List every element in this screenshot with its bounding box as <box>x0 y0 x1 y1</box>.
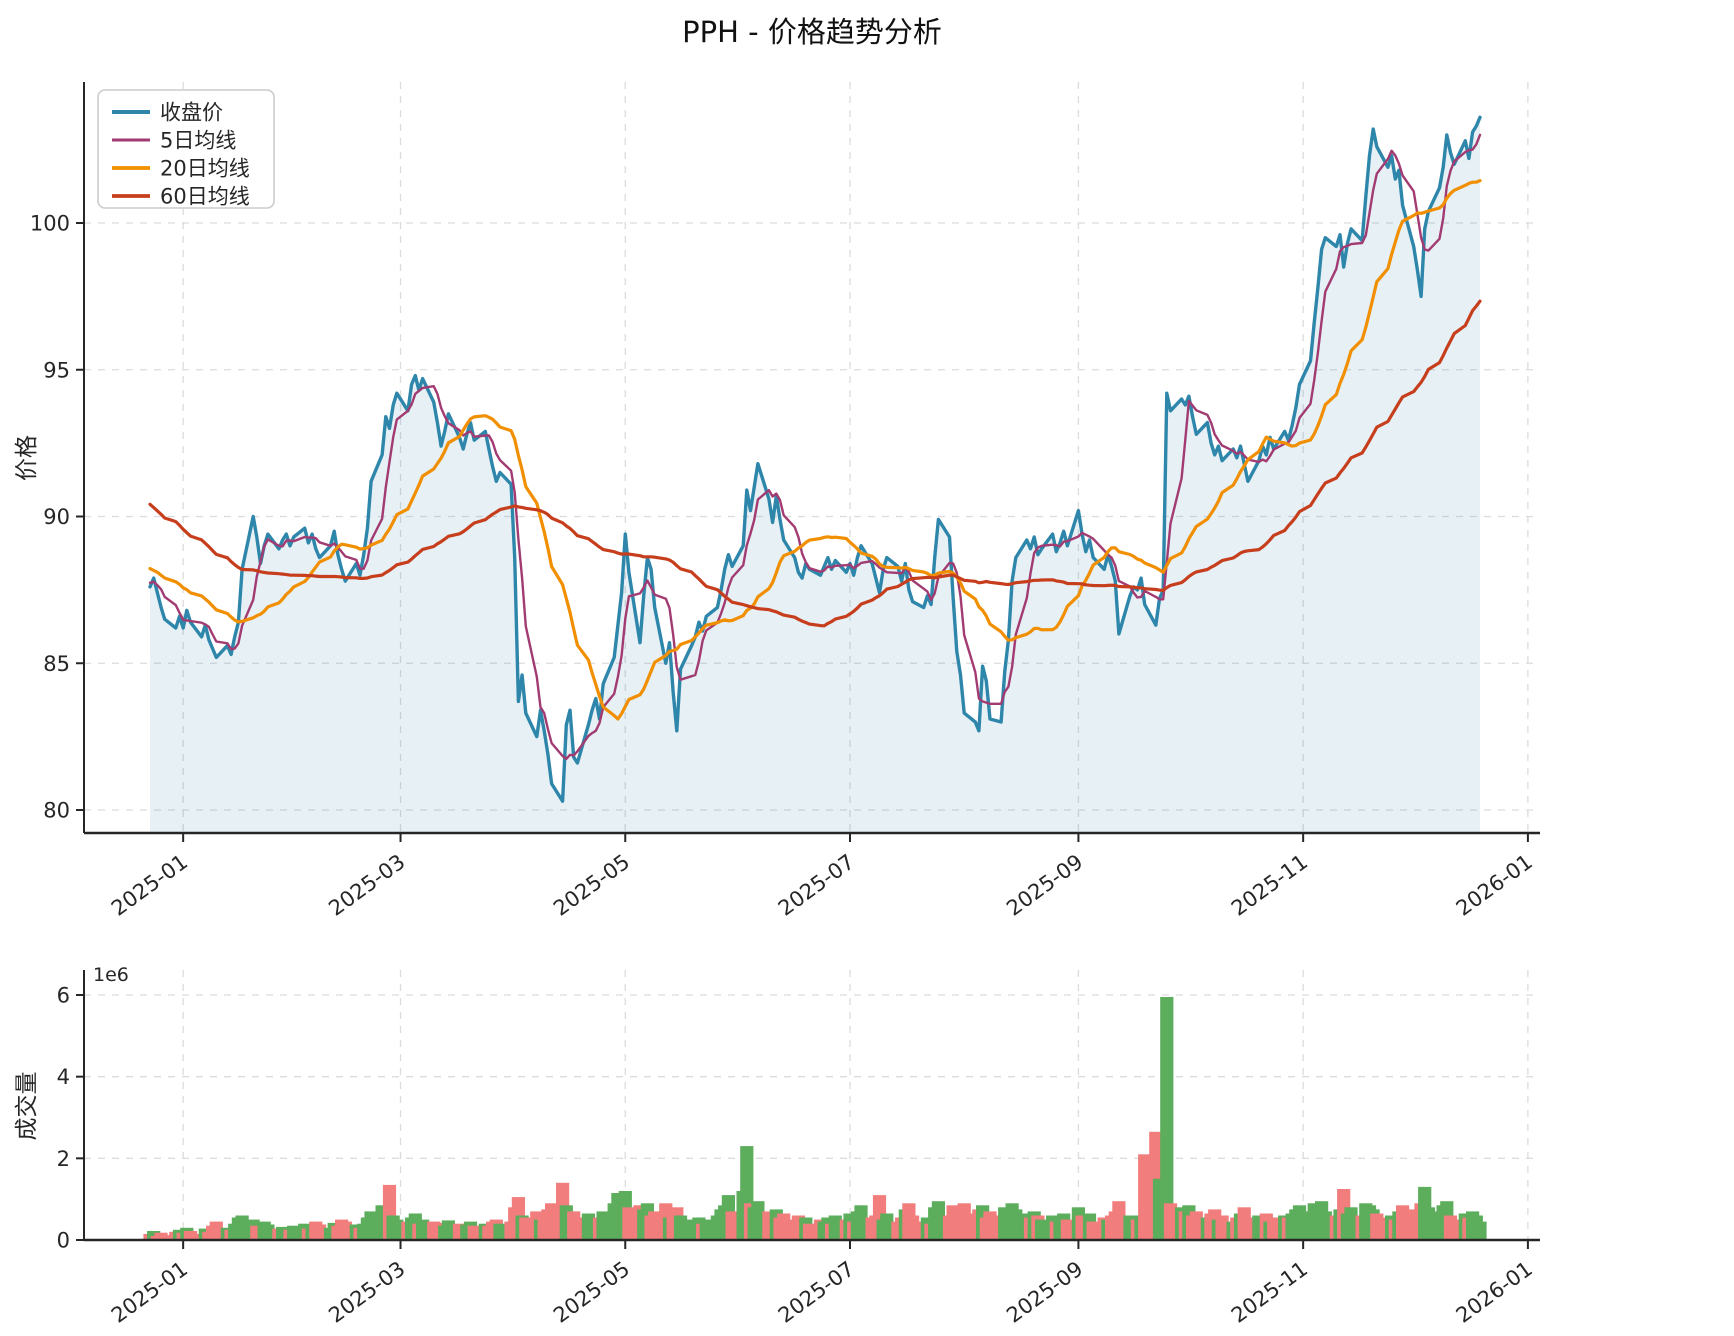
volume-bar <box>183 1231 198 1240</box>
volume-bar <box>622 1207 636 1240</box>
price-y-tick-label: 90 <box>43 505 70 529</box>
legend-box <box>97 89 275 209</box>
volume-y-axis-label: 成交量 <box>14 1072 40 1141</box>
volume-bar <box>931 1201 945 1240</box>
volume-bar <box>880 1213 894 1240</box>
volume-bar <box>854 1205 868 1240</box>
volume-bar <box>1160 997 1174 1240</box>
volume-bar <box>1396 1205 1410 1240</box>
volume-bar <box>261 1224 275 1240</box>
volume-bar <box>1189 1211 1203 1240</box>
legend: 收盘价 5日均线 20日均线 60日均线 <box>97 89 275 209</box>
volume-bar <box>493 1223 507 1240</box>
volume-bar <box>390 1219 404 1240</box>
ma60-line <box>148 299 1482 628</box>
volume-bar <box>312 1224 327 1240</box>
volume-y-tick-label: 6 <box>57 984 70 1008</box>
volume-bar <box>416 1219 430 1240</box>
volume-y-tick-label: 2 <box>57 1147 70 1171</box>
volume-bar <box>1292 1205 1307 1240</box>
volume-bar <box>1112 1201 1126 1240</box>
price-x-tick-label: 2025-09 <box>1002 850 1087 921</box>
volume-bar <box>725 1211 739 1240</box>
volume-bar <box>467 1225 481 1240</box>
ma20-line <box>148 179 1482 721</box>
price-y-tick-label: 80 <box>43 799 70 823</box>
volume-bar <box>673 1215 688 1240</box>
volume-bar <box>751 1201 765 1240</box>
volume-bar <box>699 1219 713 1240</box>
volume-bar <box>1086 1221 1100 1240</box>
price-x-tick-label: 2026-01 <box>1452 850 1537 921</box>
volume-x-tick-label: 2025-03 <box>324 1257 409 1328</box>
price-y-axis-label: 价格 <box>14 435 40 481</box>
volume-bar <box>1215 1215 1229 1240</box>
volume-bar <box>828 1215 842 1240</box>
volume-bar <box>596 1211 610 1240</box>
volume-bar <box>983 1211 997 1240</box>
volume-bar <box>158 1235 172 1240</box>
price-x-tick-label: 2025-05 <box>549 850 634 921</box>
volume-bar <box>1344 1207 1358 1240</box>
volume-bar <box>1241 1217 1255 1240</box>
volume-scale-offset-label: 1e6 <box>93 964 129 986</box>
volume-bar <box>648 1211 662 1240</box>
volume-x-tick-label: 2026-01 <box>1452 1257 1537 1328</box>
price-y-tick-label: 100 <box>30 212 70 236</box>
volume-bar <box>1009 1209 1023 1240</box>
volume-bar <box>802 1223 817 1240</box>
close-area-fill <box>150 117 1480 834</box>
volume-bar <box>1060 1219 1074 1240</box>
legend-item-label: 收盘价 <box>160 101 223 125</box>
price-x-tick-label: 2025-11 <box>1227 850 1312 921</box>
volume-bar <box>1163 1203 1178 1240</box>
volume-x-tick-label: 2025-11 <box>1227 1257 1312 1328</box>
volume-y-tick-label: 0 <box>57 1229 70 1253</box>
volume-bar <box>519 1217 533 1240</box>
volume-x-tick-label: 2025-09 <box>1002 1257 1087 1328</box>
volume-bar <box>364 1211 378 1240</box>
volume-bar <box>777 1213 791 1240</box>
volume-bar <box>1447 1219 1461 1240</box>
legend-item-label: 60日均线 <box>160 185 250 209</box>
volume-bar <box>209 1221 223 1240</box>
price-x-tick-label: 2025-07 <box>774 850 859 921</box>
volume-x-tick-label: 2025-05 <box>549 1257 634 1328</box>
volume-x-tick-label: 2025-01 <box>107 1257 192 1328</box>
volume-bar <box>1267 1217 1281 1240</box>
legend-item-label: 5日均线 <box>160 129 236 153</box>
volume-bar <box>147 1231 161 1240</box>
volume-bar <box>1138 1154 1152 1240</box>
legend-item-label: 20日均线 <box>160 157 250 181</box>
volume-bar <box>338 1221 352 1240</box>
volume-bar <box>1473 1221 1487 1240</box>
volume-bar <box>441 1220 455 1240</box>
price-y-tick-label: 95 <box>43 358 70 382</box>
volume-bar <box>1318 1211 1332 1240</box>
ma5-line <box>148 133 1482 761</box>
volume-bar <box>1421 1207 1435 1240</box>
volume-bar <box>287 1225 301 1240</box>
volume-bar <box>235 1215 249 1240</box>
volume-bar <box>957 1203 971 1240</box>
volume-bar <box>906 1215 920 1240</box>
price-x-tick-label: 2025-03 <box>324 850 409 921</box>
chart-title: PPH - 价格趋势分析 <box>682 15 942 49</box>
price-y-tick-label: 85 <box>43 652 70 676</box>
volume-bar <box>1370 1213 1384 1240</box>
price-x-tick-label: 2025-01 <box>107 850 192 921</box>
volume-bar <box>1035 1219 1049 1240</box>
volume-y-tick-label: 4 <box>57 1065 70 1089</box>
volume-bar <box>570 1217 584 1240</box>
volume-x-tick-label: 2025-07 <box>774 1257 859 1328</box>
volume-plot: 0 2 4 6 2025-01 2025-03 2025-05 2025-07 2025-09 2… <box>57 970 1540 1328</box>
volume-bar <box>545 1203 559 1240</box>
